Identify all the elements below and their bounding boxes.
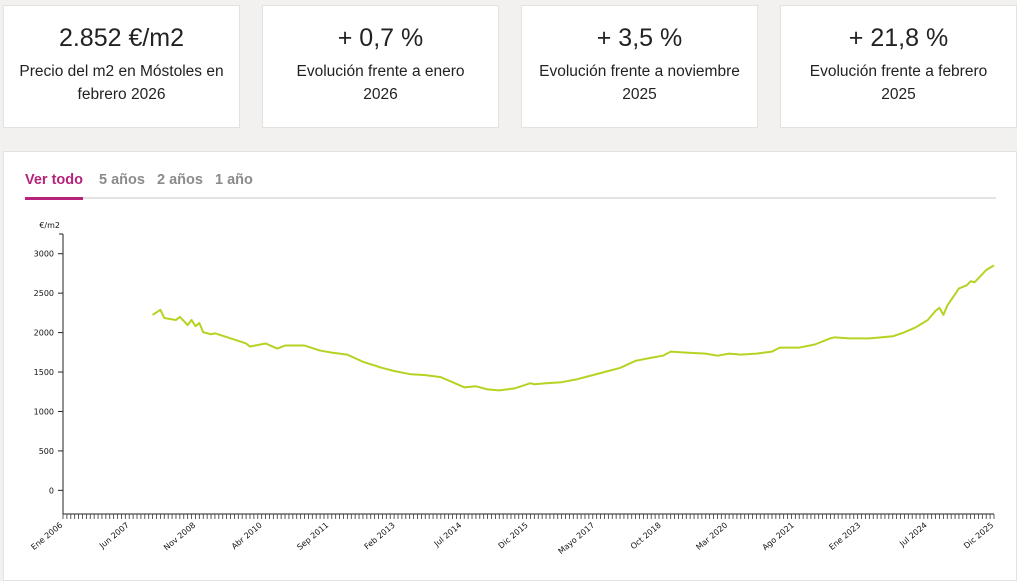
card-description: Evolución frente a noviembre 2025 bbox=[522, 60, 757, 106]
card-description: Precio del m2 en Móstoles en febrero 202… bbox=[4, 60, 239, 106]
x-tick-label: Jul 2014 bbox=[432, 521, 463, 549]
x-tick-label: Sep 2011 bbox=[295, 521, 330, 552]
evolution-quarter-card: + 3,5 % Evolución frente a noviembre 202… bbox=[521, 5, 758, 128]
x-tick-label: Ene 2023 bbox=[827, 521, 862, 552]
y-tick-label: 1500 bbox=[34, 368, 54, 377]
x-tick-label: Abr 2010 bbox=[230, 521, 264, 552]
card-value: 2.852 €/m2 bbox=[4, 22, 239, 54]
card-value: + 3,5 % bbox=[522, 22, 757, 54]
x-tick-label: Dic 2015 bbox=[497, 521, 530, 551]
price-card: 2.852 €/m2 Precio del m2 en Móstoles en … bbox=[3, 5, 240, 128]
y-tick-label: 2500 bbox=[34, 289, 54, 298]
x-tick-label: Mar 2020 bbox=[694, 521, 729, 552]
card-description: Evolución frente a enero 2026 bbox=[263, 60, 498, 106]
x-tick-label: Dic 2025 bbox=[962, 521, 995, 551]
y-tick-label: 0 bbox=[49, 486, 54, 495]
card-description: Evolución frente a febrero 2025 bbox=[781, 60, 1016, 106]
y-tick-label: 2000 bbox=[34, 329, 54, 338]
x-tick-label: Feb 2013 bbox=[363, 521, 397, 552]
x-tick-label: Nov 2008 bbox=[162, 521, 197, 553]
y-axis-label: €/m2 bbox=[39, 221, 60, 230]
y-tick-label: 500 bbox=[39, 447, 54, 456]
card-value: + 21,8 % bbox=[781, 22, 1016, 54]
x-tick-label: Mayo 2017 bbox=[557, 521, 597, 556]
price-chart: €/m2 0 500 1000 1500 2000 2500 3000 Ene 2006 Jun … bbox=[4, 152, 1017, 574]
evolution-month-card: + 0,7 % Evolución frente a enero 2026 bbox=[262, 5, 499, 128]
x-tick-label: Ago 2021 bbox=[761, 521, 796, 553]
evolution-year-card: + 21,8 % Evolución frente a febrero 2025 bbox=[780, 5, 1017, 128]
card-value: + 0,7 % bbox=[263, 22, 498, 54]
x-tick-label: Jun 2007 bbox=[97, 521, 131, 551]
y-tick-label: 1000 bbox=[34, 407, 54, 416]
price-line bbox=[153, 265, 994, 390]
x-tick-label: Jul 2024 bbox=[897, 521, 928, 549]
y-tick-label: 3000 bbox=[34, 250, 54, 259]
x-tick-label: Ene 2006 bbox=[29, 521, 64, 552]
x-tick-label: Oct 2018 bbox=[629, 521, 663, 552]
